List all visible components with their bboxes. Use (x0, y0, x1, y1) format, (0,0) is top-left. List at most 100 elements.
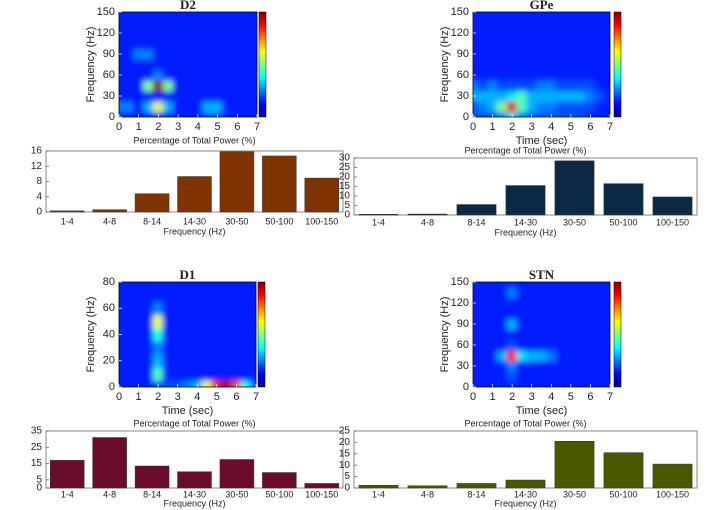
heatmap-cell (133, 301, 144, 316)
heatmap-cell (506, 48, 518, 60)
heatmap-cell (202, 111, 214, 117)
heatmap-cell (536, 307, 547, 320)
heatmap-cell (575, 286, 587, 299)
heatmap-cell (162, 366, 174, 381)
heatmap-cell (473, 100, 479, 113)
heatmap-cell (575, 339, 587, 351)
heatmap-cell (477, 111, 489, 117)
heatmap-cell (604, 370, 610, 383)
heatmap-cell (182, 69, 194, 81)
heatmap-cell (152, 288, 164, 303)
heatmap-cell (565, 100, 577, 113)
heatmap-cell (182, 37, 194, 50)
heatmap-cell (487, 48, 498, 60)
heatmap-cell (119, 16, 125, 29)
heatmap-cell (222, 100, 233, 113)
heatmap-cell (133, 353, 144, 368)
heatmap-cell (241, 90, 253, 102)
x-axis-label: Frequency (Hz) (494, 227, 556, 237)
heatmap-cell (162, 111, 174, 117)
heatmap-cell (192, 100, 204, 113)
heatmap-cell (585, 328, 596, 341)
heatmap-cell (516, 16, 528, 29)
heatmap-cell (153, 58, 164, 71)
heatmap-cell (250, 379, 256, 387)
heatmap-cell (585, 282, 596, 288)
heatmap-cell (496, 297, 508, 309)
heatmap-cell (123, 282, 135, 290)
heatmap-cell (516, 339, 528, 351)
heatmap-cell (526, 100, 538, 113)
heatmap-cell (191, 366, 203, 381)
heatmap-cell (250, 340, 256, 355)
heatmap-cell (251, 79, 257, 92)
bar (177, 471, 212, 489)
heatmap-cell (477, 328, 489, 341)
heatmap-cell (201, 340, 213, 355)
x-axis-label: Time (sec) (516, 405, 568, 417)
heatmap-cell (211, 353, 223, 368)
chart-title: STN (529, 267, 555, 282)
heatmap-cell (565, 328, 577, 341)
heatmap-cell (565, 286, 577, 299)
heatmap-cell (222, 90, 233, 102)
heatmap-cell (143, 16, 154, 29)
heatmap-cells (119, 12, 257, 117)
heatmap-cell (143, 37, 154, 50)
heatmap-cell (123, 16, 135, 29)
heatmap-cell (162, 314, 174, 329)
heatmap-cell (202, 37, 214, 50)
x-tick-label: 4 (548, 391, 554, 403)
heatmap-cell (182, 12, 194, 18)
heatmap-cell (172, 340, 184, 355)
heatmap-cell (241, 37, 253, 50)
heatmap-cell (182, 301, 193, 316)
heatmap-cell (536, 297, 547, 309)
heatmap-cell (222, 111, 233, 117)
heatmap-cell (241, 111, 253, 117)
heatmap-cell (202, 16, 214, 29)
y-tick-label: 20 (339, 172, 351, 183)
spectrogram: 0 1 2 3 4 5 6 7 0 30 60 90 120 150 D2 Frequency (Hz) (85, 0, 267, 133)
heatmap-cell (153, 69, 164, 81)
heatmap-cell (473, 58, 479, 71)
heatmap-cell (211, 301, 223, 316)
colorbar (258, 11, 267, 118)
heatmap-cell (536, 58, 547, 71)
heatmap-cell (536, 318, 547, 330)
heatmap-cell (133, 12, 145, 18)
heatmap-cell (153, 27, 164, 39)
heatmap-cell (142, 327, 154, 342)
heatmap-cell (516, 48, 528, 60)
y-tick-label: 8 (36, 176, 42, 187)
heatmap-cell (526, 16, 538, 29)
heatmap-cell (575, 37, 587, 50)
heatmap-cell (536, 37, 547, 50)
heatmap-cell (545, 349, 557, 362)
heatmap-cell (545, 58, 557, 71)
heatmap-cell (536, 79, 547, 92)
heatmap-cell (516, 282, 528, 288)
y-tick-label: 90 (457, 48, 469, 60)
heatmap-cell (123, 27, 135, 39)
heatmap-cell (565, 349, 577, 362)
x-tick-label: 50-100 (609, 489, 637, 499)
heatmap-cell (201, 327, 213, 342)
heatmap-cell (182, 314, 193, 329)
heatmap-cell (526, 69, 538, 81)
heatmap-cell (594, 381, 606, 387)
heatmap-cell (192, 27, 204, 39)
heatmap-cell (545, 307, 557, 320)
heatmap-cell (162, 79, 174, 92)
heatmap-cell (221, 288, 233, 303)
heatmap-cell (506, 58, 518, 71)
heatmap-cell (536, 111, 547, 117)
heatmap-cell (585, 370, 596, 383)
heatmap-cell (545, 297, 557, 309)
heatmap-cell (162, 90, 174, 102)
heatmap-cell (496, 339, 508, 351)
heatmap-cell (250, 282, 256, 290)
heatmap-cell (545, 286, 557, 299)
heatmap-cell (555, 297, 567, 309)
heatmap-cell (152, 353, 164, 368)
